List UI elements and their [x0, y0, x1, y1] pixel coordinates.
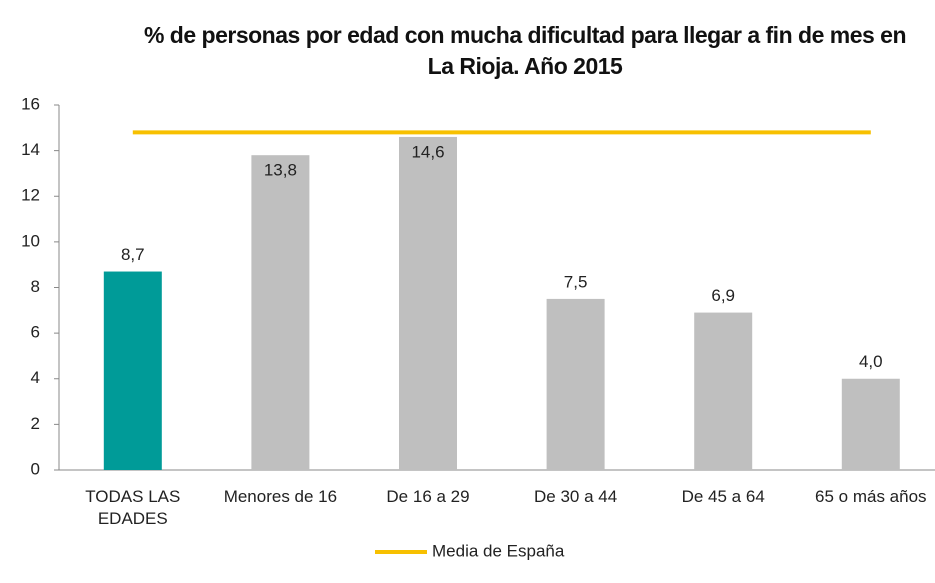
value-label: 14,6	[411, 142, 444, 161]
y-tick-label: 0	[31, 459, 40, 478]
y-tick-label: 8	[31, 277, 40, 296]
value-label: 4,0	[859, 352, 883, 371]
bar	[694, 312, 753, 470]
chart-title: % de personas por edad con mucha dificul…	[143, 22, 907, 79]
value-label: 6,9	[711, 286, 735, 305]
x-tick-label: TODAS LAS EDADES	[85, 487, 181, 528]
x-tick-label: Menores de 16	[223, 487, 338, 506]
x-tick-label: De 45 a 64	[681, 487, 765, 506]
x-tick-label: De 30 a 44	[534, 487, 618, 506]
value-label: 8,7	[121, 245, 145, 264]
bar	[251, 155, 310, 470]
y-tick-label: 4	[31, 368, 40, 387]
y-tick-label: 6	[31, 323, 40, 342]
x-tick-label: De 16 a 29	[386, 487, 470, 506]
y-tick-label: 14	[21, 140, 40, 159]
bar	[399, 136, 457, 470]
y-tick-label: 12	[21, 186, 40, 205]
legend-label: Media de España	[432, 541, 565, 560]
y-tick-label: 2	[31, 414, 40, 433]
y-tick-label: 10	[21, 231, 40, 250]
bar	[841, 378, 900, 470]
x-tick-label: 65 o más años	[815, 487, 927, 506]
bar	[103, 271, 162, 470]
y-tick-label: 16	[21, 94, 40, 113]
value-label: 13,8	[264, 161, 297, 180]
bar	[546, 298, 605, 470]
value-label: 7,5	[564, 272, 588, 291]
